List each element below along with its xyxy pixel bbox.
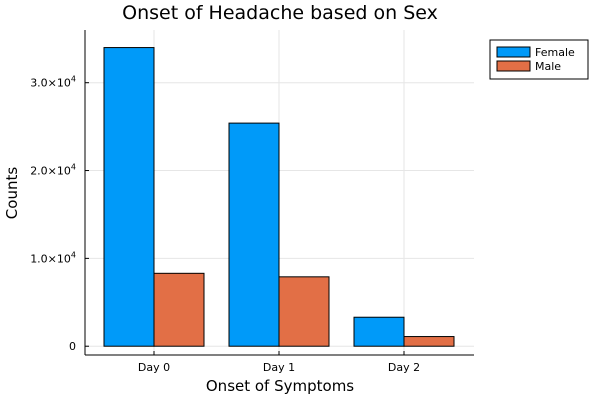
x-axis-label: Onset of Symptoms bbox=[206, 377, 354, 395]
x-tick-label: Day 0 bbox=[138, 361, 170, 374]
bar-female-day-0 bbox=[103, 47, 155, 347]
legend-label-female: Female bbox=[535, 46, 575, 59]
bar-male-day-1 bbox=[278, 276, 330, 347]
bar-male-day-2 bbox=[403, 336, 455, 347]
x-tick-label: Day 1 bbox=[263, 361, 295, 374]
x-tick-label: Day 2 bbox=[388, 361, 420, 374]
y-tick-labels: 0 1.0×104 2.0×104 3.0×104 bbox=[30, 75, 76, 354]
y-tick-label: 1.0×104 bbox=[30, 250, 76, 265]
bars bbox=[103, 47, 455, 347]
bar-female-day-2 bbox=[353, 316, 405, 347]
legend-swatch-male bbox=[496, 60, 531, 72]
y-axis-label: Counts bbox=[3, 167, 21, 220]
x-tick-labels: Day 0 Day 1 Day 2 bbox=[138, 351, 420, 374]
legend-label-male: Male bbox=[535, 60, 561, 73]
y-tick-label: 3.0×104 bbox=[30, 75, 76, 90]
bar-male-day-0 bbox=[153, 272, 205, 347]
chart-title: Onset of Headache based on Sex bbox=[122, 2, 438, 24]
legend-swatch-female bbox=[496, 46, 531, 58]
bar-female-day-1 bbox=[228, 122, 280, 347]
y-tick-label: 0 bbox=[69, 340, 76, 353]
y-tick-label: 2.0×104 bbox=[30, 163, 76, 178]
